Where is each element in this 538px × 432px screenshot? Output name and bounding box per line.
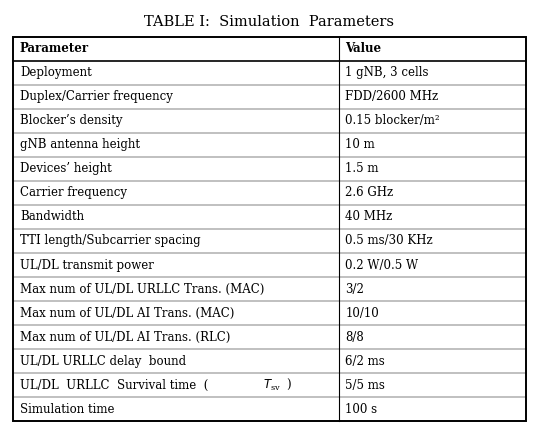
Text: Value: Value xyxy=(345,42,381,55)
Text: Max num of UL/DL AI Trans. (MAC): Max num of UL/DL AI Trans. (MAC) xyxy=(20,307,234,320)
Text: 8/8: 8/8 xyxy=(345,330,364,343)
Text: 10/10: 10/10 xyxy=(345,307,379,320)
Text: 3/2: 3/2 xyxy=(345,283,364,295)
Text: 1 gNB, 3 cells: 1 gNB, 3 cells xyxy=(345,66,429,79)
Text: Max num of UL/DL AI Trans. (RLC): Max num of UL/DL AI Trans. (RLC) xyxy=(20,330,230,343)
Text: UL/DL URLLC delay  bound: UL/DL URLLC delay bound xyxy=(20,355,186,368)
Text: 40 MHz: 40 MHz xyxy=(345,210,393,223)
Text: 10 m: 10 m xyxy=(345,138,375,151)
Text: 2.6 GHz: 2.6 GHz xyxy=(345,187,394,200)
Text: FDD/2600 MHz: FDD/2600 MHz xyxy=(345,90,438,103)
Text: Max num of UL/DL URLLC Trans. (MAC): Max num of UL/DL URLLC Trans. (MAC) xyxy=(20,283,264,295)
Text: TTI length/Subcarrier spacing: TTI length/Subcarrier spacing xyxy=(20,235,201,248)
Text: 1.5 m: 1.5 m xyxy=(345,162,379,175)
Text: Parameter: Parameter xyxy=(20,42,89,55)
Text: Deployment: Deployment xyxy=(20,66,91,79)
Text: Simulation time: Simulation time xyxy=(20,403,115,416)
Text: gNB antenna height: gNB antenna height xyxy=(20,138,140,151)
Text: Duplex/Carrier frequency: Duplex/Carrier frequency xyxy=(20,90,173,103)
Text: $T_\mathregular{sv}$: $T_\mathregular{sv}$ xyxy=(263,378,281,393)
Bar xyxy=(13,37,526,421)
Text: ): ) xyxy=(286,379,291,392)
Text: 6/2 ms: 6/2 ms xyxy=(345,355,385,368)
Text: 0.2 W/0.5 W: 0.2 W/0.5 W xyxy=(345,258,419,271)
Text: 0.5 ms/30 KHz: 0.5 ms/30 KHz xyxy=(345,235,433,248)
Text: TABLE I:  Simulation  Parameters: TABLE I: Simulation Parameters xyxy=(144,15,394,29)
Text: 5/5 ms: 5/5 ms xyxy=(345,379,385,392)
Text: UL/DL  URLLC  Survival time  (: UL/DL URLLC Survival time ( xyxy=(20,379,208,392)
Text: Bandwidth: Bandwidth xyxy=(20,210,84,223)
Text: 0.15 blocker/m²: 0.15 blocker/m² xyxy=(345,114,440,127)
Text: Blocker’s density: Blocker’s density xyxy=(20,114,123,127)
Text: Devices’ height: Devices’ height xyxy=(20,162,112,175)
Text: UL/DL transmit power: UL/DL transmit power xyxy=(20,258,154,271)
Text: Carrier frequency: Carrier frequency xyxy=(20,187,127,200)
Text: 100 s: 100 s xyxy=(345,403,378,416)
